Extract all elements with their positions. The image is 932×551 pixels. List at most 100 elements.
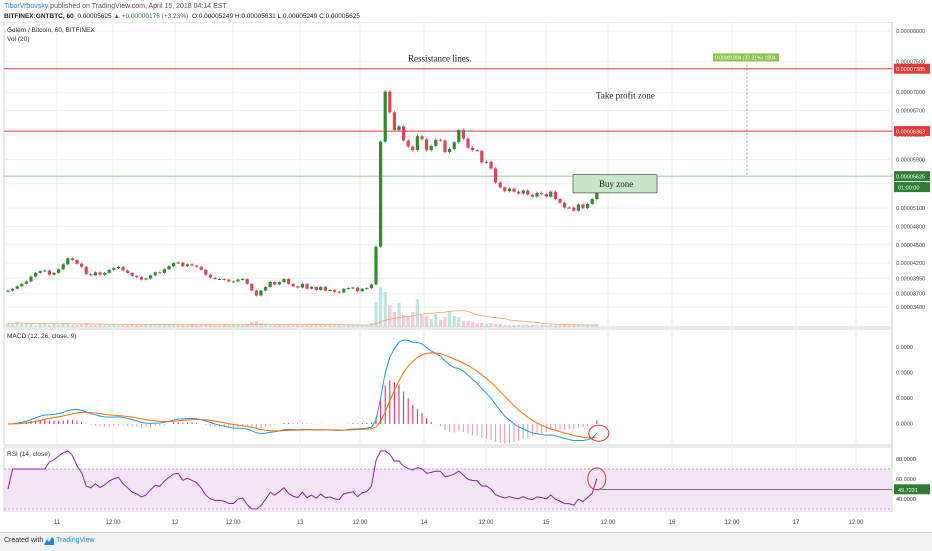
candle-body (402, 126, 406, 141)
rsi-tick-label: 80.0000 (896, 457, 916, 463)
volume-bar (586, 325, 590, 327)
publish-info: TiborVrbovsky published on TradingView.c… (4, 3, 227, 10)
volume-bar (208, 324, 212, 327)
volume-bar (213, 325, 217, 327)
countdown-tag (894, 182, 930, 193)
candle-body (43, 270, 47, 272)
volume-bar (277, 325, 281, 327)
candle-body (434, 139, 438, 146)
candle-body (360, 288, 364, 292)
candle-body (218, 278, 222, 280)
last-price: 0.00005625 (77, 13, 112, 20)
rsi-line (7, 450, 598, 510)
price-axis-bg (892, 22, 932, 512)
resistance-price-label: 0.00007385 (896, 67, 925, 73)
author-name[interactable]: TiborVrbovsky (4, 3, 49, 10)
macd-tick-label: 0.0000 (896, 345, 913, 351)
candle-body (130, 272, 134, 276)
volume-bar (93, 325, 97, 327)
candle-body (471, 147, 475, 151)
buy-zone-box (572, 174, 658, 194)
volume-bar (310, 325, 314, 327)
candle-body (172, 263, 176, 267)
volume-bar (595, 324, 599, 327)
volume-bar (319, 325, 323, 327)
candle-body (227, 279, 231, 282)
candle-body (24, 281, 28, 284)
volume-bar (471, 322, 475, 327)
volume-bar (383, 292, 387, 327)
candle-body (388, 91, 392, 113)
price-tick-label: 0.00003950 (896, 276, 925, 282)
volume-bar (374, 302, 378, 327)
volume-bar (6, 323, 10, 327)
candle-body (429, 145, 433, 151)
volume-bar (300, 325, 304, 327)
candle-body (328, 289, 332, 291)
volume-bar (581, 325, 585, 327)
candle-body (273, 282, 277, 285)
candle-body (181, 262, 185, 267)
volume-bar (351, 325, 355, 327)
volume-bar (98, 324, 102, 327)
trading-chart[interactable]: 11 12:00 12 12:00 13 12:00 14 12:00 15 12:00 16 12:… (0, 22, 932, 532)
resistance-price-tag (894, 63, 930, 74)
x-tick-label: 17 (793, 520, 800, 526)
candle-body (6, 290, 10, 292)
volume-bar (112, 324, 116, 327)
candle-body (176, 262, 180, 264)
candle-body (576, 204, 580, 211)
candle-body (365, 288, 369, 290)
volume-bar (558, 325, 562, 327)
candle-body (544, 194, 548, 197)
candle-body (139, 277, 143, 280)
symbol-info: BITFINEX:GNTBTC, 60 0.00005625 ▲ +0.0000… (4, 13, 360, 20)
candle-body (158, 272, 162, 274)
candle-body (103, 272, 107, 275)
volume-bar (415, 299, 419, 327)
macd-tick-label: 0.0000 (896, 396, 913, 402)
tradingview-logo-icon (44, 537, 54, 545)
candle-body (369, 284, 373, 289)
price-tick-label: 0.00003700 (896, 292, 925, 298)
candle-body (153, 272, 157, 276)
volume-bar (572, 325, 576, 327)
price-change: ▲ +0.00000176 (+3.23%) (113, 13, 189, 20)
volume-bar (563, 325, 567, 327)
candle-body (236, 279, 240, 282)
x-tick-label: 12:00 (724, 520, 740, 526)
candle-body (392, 112, 396, 131)
price-tick-label: 0.00004500 (896, 243, 925, 249)
tradingview-brand[interactable]: TradingView (56, 537, 95, 544)
buy-zone-label: Buy zone (599, 179, 633, 189)
measure-tag (713, 53, 779, 62)
candle-body (34, 272, 38, 277)
candle-body (57, 269, 61, 273)
resistance-price-label: 0.00006363 (896, 130, 925, 136)
candle-body (503, 187, 507, 192)
candle-body (47, 270, 51, 275)
candle-body (222, 278, 226, 280)
volume-bar (291, 325, 295, 327)
volume-bar (429, 319, 433, 327)
candle-body (121, 266, 125, 271)
candle-body (406, 140, 410, 147)
candle-body (498, 182, 502, 188)
x-tick-label: 12 (172, 520, 179, 526)
candle-body (199, 266, 203, 270)
volume-bar (590, 325, 594, 327)
chart-background (0, 22, 932, 532)
volume-bar (402, 315, 406, 327)
candle-body (452, 142, 456, 149)
volume-bar (162, 325, 166, 327)
volume-bar (466, 321, 470, 327)
volume-bar (273, 325, 277, 327)
candle-body (319, 286, 323, 290)
candle-body (512, 188, 516, 192)
candle-body (208, 274, 212, 278)
candle-body (291, 283, 295, 287)
signal-line (7, 352, 597, 439)
candle-body (75, 260, 79, 264)
volume-bar (227, 325, 231, 327)
candle-body (420, 136, 424, 140)
